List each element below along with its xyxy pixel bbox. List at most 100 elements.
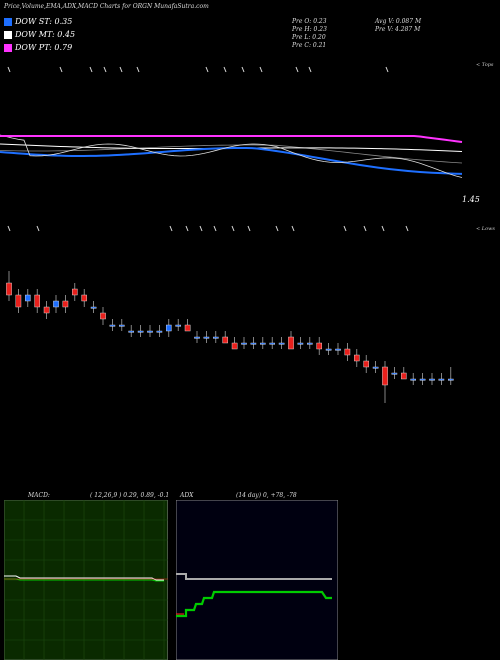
chart-header: Price,Volume,EMA,ADX,MACD Charts for ORG… — [4, 3, 209, 10]
candle-body — [288, 336, 294, 350]
price-line — [0, 134, 463, 178]
macd-line — [4, 575, 164, 581]
adx-params: (14 day) 0, +78, -78 — [236, 492, 297, 499]
candle-body — [429, 378, 435, 381]
lows-marker — [169, 225, 173, 232]
candle-body — [316, 342, 323, 350]
candle-body — [128, 330, 135, 333]
legend-swatch — [4, 17, 12, 26]
candle-body — [297, 342, 304, 345]
candle-body — [354, 354, 360, 362]
candle-body — [410, 378, 417, 381]
lows-marker — [363, 225, 367, 232]
lows-marker — [7, 225, 11, 232]
lows-marker — [247, 225, 251, 232]
tops-marker — [241, 66, 245, 73]
candle-panel — [0, 240, 500, 490]
legend-swatch — [4, 30, 12, 39]
legend-label: DOW PT: 0.79 — [15, 43, 73, 52]
candle-body — [6, 282, 12, 296]
legend-swatch — [4, 43, 12, 52]
adx-title: ADX — [180, 492, 194, 499]
candle-body — [175, 324, 182, 327]
tops-marker — [119, 66, 123, 73]
legend-dow-st: DOW ST: 0.35 — [4, 17, 72, 26]
candle-body — [25, 294, 31, 302]
lows-marker — [36, 225, 40, 232]
tops-marker — [259, 66, 263, 73]
candle-body — [260, 342, 266, 345]
lows-marker — [231, 225, 235, 232]
macd-chart — [4, 500, 168, 660]
lows-marker — [343, 225, 347, 232]
tops-marker — [223, 66, 227, 73]
lows-marker — [213, 225, 217, 232]
candle-body — [194, 336, 200, 339]
tops-marker — [89, 66, 93, 73]
tops-marker — [103, 66, 107, 73]
candle-body — [401, 372, 407, 380]
stat-avg-volume: Avg V: 0.087 M — [375, 18, 422, 25]
adx-line — [176, 573, 332, 580]
legend-dow-mt: DOW MT: 0.45 — [4, 30, 75, 39]
candle-body — [71, 288, 78, 296]
candle-body — [212, 336, 219, 339]
candle-body — [372, 366, 379, 369]
lows-marker — [291, 225, 295, 232]
candle-body — [43, 306, 50, 314]
stat-pre-open: Pre O: 0.23 — [292, 18, 327, 25]
legend-label: DOW ST: 0.35 — [15, 17, 73, 26]
stat-pre-low: Pre L: 0.20 — [292, 34, 326, 41]
candlestick-chart — [6, 271, 454, 403]
candle-body — [344, 348, 351, 356]
macd-params: ( 12,26,9 ) 0.29, 0.89, -0.1 — [90, 492, 170, 499]
candle-body — [241, 342, 247, 345]
candle-body — [363, 360, 370, 368]
adx-panel — [176, 500, 338, 660]
tops-marker — [308, 66, 312, 73]
candle-body — [156, 330, 163, 333]
lows-marker — [381, 225, 385, 232]
ema-panel — [0, 60, 500, 240]
last-price-label: 1.45 — [462, 195, 480, 204]
ema-gray-line — [0, 144, 463, 164]
candle-body — [165, 324, 172, 332]
candle-body — [335, 348, 341, 351]
candle-body — [109, 324, 116, 327]
legend-label: DOW MT: 0.45 — [15, 30, 76, 39]
legend-dow-pt: DOW PT: 0.79 — [4, 43, 72, 52]
candle-body — [269, 342, 276, 345]
candle-body — [307, 342, 313, 345]
candle-body — [325, 348, 332, 351]
candle-body — [15, 294, 22, 308]
candle-body — [147, 330, 153, 333]
plus-di-line — [176, 590, 332, 618]
candle-body — [137, 330, 144, 333]
tops-marker — [7, 66, 11, 73]
candle-body — [90, 306, 97, 309]
candle-body — [184, 324, 191, 332]
tops-label: < Tops — [476, 62, 494, 68]
ema-short-line — [0, 147, 463, 175]
candle-body — [231, 342, 238, 350]
tops-marker — [385, 66, 389, 73]
lows-marker — [199, 225, 203, 232]
lows-marker — [275, 225, 279, 232]
tops-marker — [205, 66, 209, 73]
candle-body — [81, 294, 87, 302]
ema-long-line — [0, 135, 463, 143]
candle-body — [278, 342, 285, 345]
candle-body — [62, 300, 69, 308]
candle-body — [222, 336, 229, 344]
lows-marker — [185, 225, 189, 232]
stat-pre-high: Pre H: 0.23 — [292, 26, 327, 33]
candle-body — [391, 372, 398, 375]
stat-pre-volume: Pre V: 4.287 M — [375, 26, 421, 33]
candle-body — [34, 294, 40, 308]
tops-marker — [59, 66, 63, 73]
candle-body — [438, 378, 445, 381]
candle-body — [203, 336, 210, 339]
macd-title: MACD: — [28, 492, 50, 499]
candle-body — [250, 342, 257, 345]
lows-marker — [405, 225, 409, 232]
